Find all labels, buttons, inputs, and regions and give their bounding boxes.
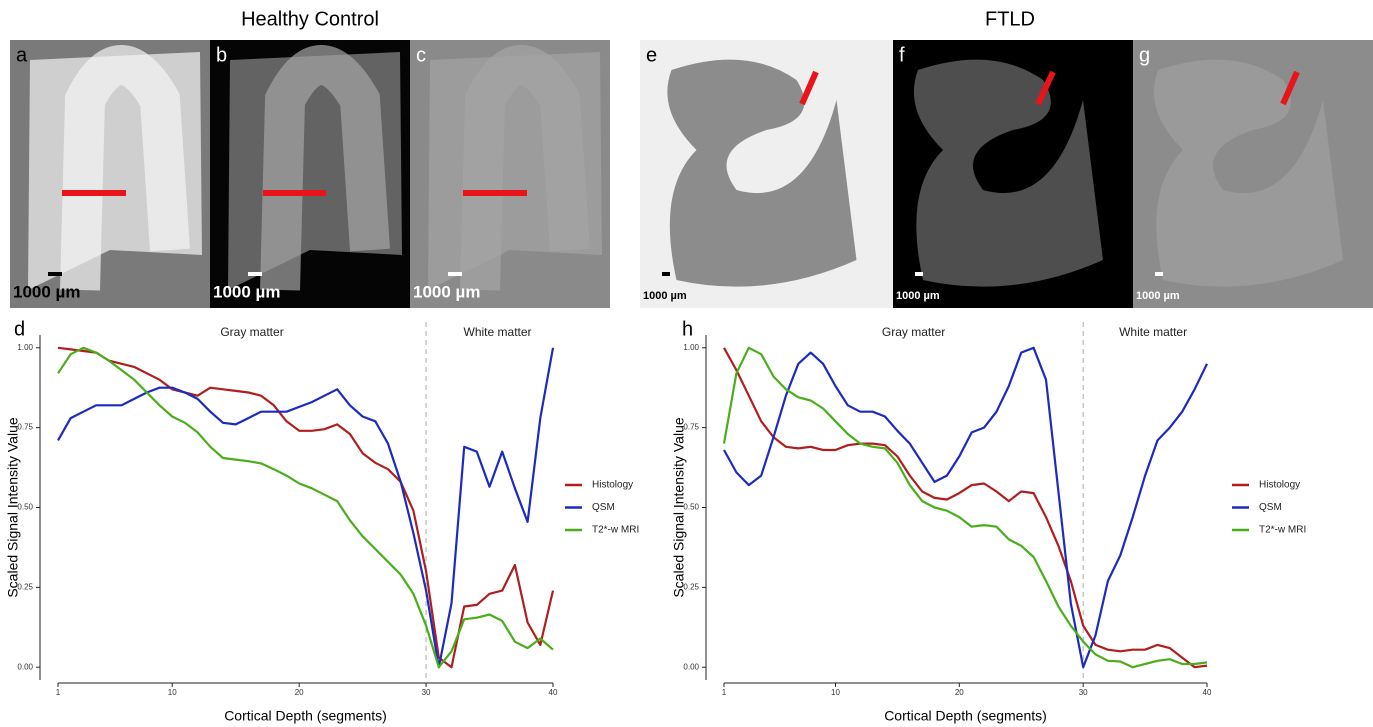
series-line [723,346,1208,669]
legend-label: QSM [592,502,615,513]
roi-line [1280,70,1300,106]
x-axis-label: Cortical Depth (segments) [884,708,1047,724]
y-tick-label: 0.25 [683,582,699,591]
scale-bar [662,272,670,276]
scale-bar [48,272,62,276]
annotation: White matter [464,325,532,339]
scale-bar [915,272,923,276]
panel-label: a [16,44,28,66]
roi-line [1035,70,1056,106]
roi-line [799,70,819,106]
scale-label: 1000 µm [213,282,280,301]
legend-label: Histology [1259,480,1300,491]
tissue [1153,59,1343,287]
x-tick-label: 1 [722,688,727,697]
x-tick-label: 10 [168,688,177,697]
tissue [667,59,857,287]
tissue [913,59,1103,287]
legend-label: QSM [1259,502,1282,513]
annotation: Gray matter [220,325,283,339]
legend-label: Histology [592,480,633,491]
x-tick-label: 30 [422,688,431,697]
panel-label: c [416,44,426,66]
y-axis-label: Scaled Signal Intensity Value [671,417,687,598]
scale-bar [1155,272,1163,276]
scale-label: 1000 µm [13,282,80,301]
y-axis-label: Scaled Signal Intensity Value [5,417,21,598]
gyrus [460,45,590,291]
panel-label: g [1139,44,1150,66]
scale-label: 1000 µm [1136,290,1180,302]
y-tick-label: 0.50 [683,503,699,512]
panel-label: b [216,44,227,66]
scale-label: 1000 µm [413,282,480,301]
series-line [722,346,1208,669]
series-line [57,347,555,669]
x-axis-label: Cortical Depth (segments) [224,708,387,724]
legend-label: T2*-w MRI [1259,525,1306,536]
gyrus [60,45,190,291]
series-line [57,346,554,669]
x-tick-label: 40 [549,688,558,697]
y-tick-label: 1.00 [683,343,699,352]
annotation: White matter [1119,325,1187,339]
panel-label: d [14,318,25,340]
annotation: Gray matter [882,325,945,339]
x-tick-label: 30 [1079,688,1088,697]
x-tick-label: 40 [1203,688,1212,697]
scale-bar [248,272,262,276]
panel-label: f [899,44,905,66]
x-tick-label: 20 [955,688,964,697]
gyrus [260,45,390,291]
panel-label: e [646,44,657,66]
series-line [57,346,555,669]
y-tick-label: 0.75 [17,423,33,432]
scale-label: 1000 µm [643,290,687,302]
scale-bar [448,272,462,276]
legend-label: T2*-w MRI [592,525,639,536]
y-tick-label: 0.00 [17,662,33,671]
y-tick-label: 0.00 [683,662,699,671]
group-title: Healthy Control [241,8,379,30]
panel-label: h [682,318,693,340]
scale-label: 1000 µm [896,290,940,302]
group-title: FTLD [985,8,1035,30]
x-tick-label: 20 [295,688,304,697]
y-tick-label: 0.50 [17,503,33,512]
y-tick-label: 0.25 [17,582,33,591]
x-tick-label: 1 [56,688,61,697]
y-tick-label: 0.75 [683,423,699,432]
x-tick-label: 10 [831,688,840,697]
series-line [723,347,1208,669]
y-tick-label: 1.00 [17,343,33,352]
